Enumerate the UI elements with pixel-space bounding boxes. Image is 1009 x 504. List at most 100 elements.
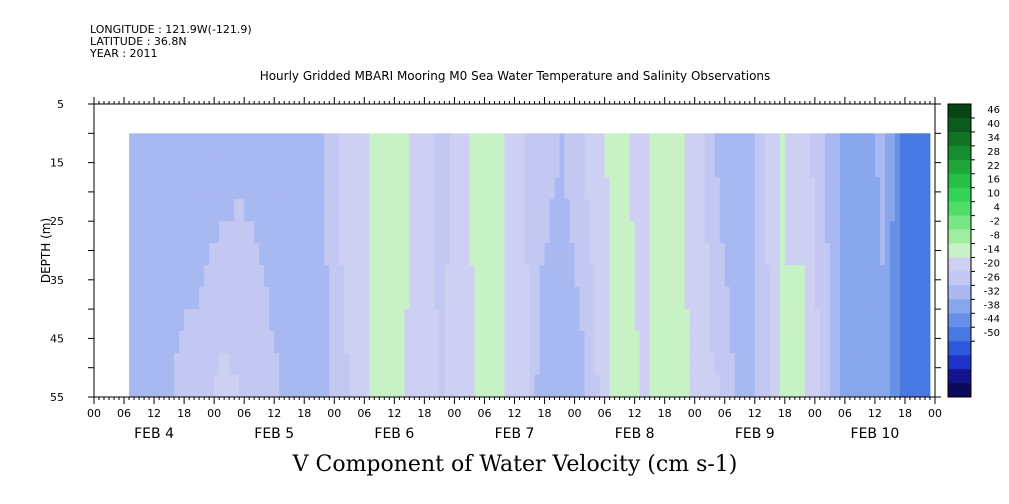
heatmap-cell: [484, 309, 490, 332]
heatmap-cell: [149, 287, 155, 310]
heatmap-cell: [309, 287, 315, 310]
heatmap-cell: [634, 331, 641, 354]
heatmap-cell: [719, 287, 726, 310]
heatmap-cell: [244, 353, 250, 376]
heatmap-cell: [649, 199, 656, 222]
heatmap-cell: [339, 133, 345, 156]
heatmap-cell: [584, 287, 590, 310]
heatmap-cell: [239, 199, 245, 222]
heatmap-cell: [174, 155, 180, 178]
heatmap-cell: [299, 309, 305, 332]
colorbar-label: 22: [987, 161, 1000, 172]
heatmap-cell: [464, 177, 470, 200]
heatmap-cell: [144, 221, 150, 244]
heatmap-cell: [889, 287, 896, 310]
heatmap-cell: [409, 155, 415, 178]
heatmap-cell: [649, 177, 656, 200]
heatmap-cell: [784, 199, 791, 222]
heatmap-cell: [669, 353, 676, 376]
heatmap-cell: [649, 221, 656, 244]
heatmap-cell: [549, 243, 555, 266]
heatmap-cell: [509, 287, 515, 310]
heatmap-cell: [689, 309, 696, 332]
heatmap-cell: [369, 133, 375, 156]
heatmap-cell: [259, 221, 265, 244]
heatmap-cell: [724, 199, 731, 222]
heatmap-cell: [249, 177, 255, 200]
heatmap-cell: [819, 353, 826, 376]
heatmap-cell: [759, 177, 766, 200]
heatmap-cell: [664, 155, 671, 178]
heatmap-cell: [739, 375, 746, 398]
heatmap-cell: [479, 221, 485, 244]
heatmap-cell: [219, 331, 225, 354]
heatmap-cell: [549, 177, 555, 200]
heatmap-cell: [539, 265, 545, 288]
heatmap-cell: [209, 177, 215, 200]
x-tick-label: 00: [568, 407, 582, 420]
heatmap-cell: [129, 155, 135, 178]
heatmap-cell: [154, 243, 160, 266]
heatmap-cell: [559, 221, 565, 244]
heatmap-cell: [619, 177, 626, 200]
heatmap-cell: [814, 265, 821, 288]
heatmap-cell: [404, 265, 410, 288]
heatmap-cell: [899, 155, 906, 178]
heatmap-cell: [654, 243, 661, 266]
heatmap-cell: [229, 265, 235, 288]
heatmap-cell: [764, 331, 771, 354]
heatmap-cell: [799, 243, 806, 266]
colorbar-swatch: [948, 285, 971, 300]
heatmap-cell: [559, 287, 565, 310]
heatmap-cell: [729, 353, 736, 376]
heatmap-cell: [214, 221, 220, 244]
heatmap-cell: [174, 375, 180, 398]
heatmap-cell: [519, 375, 525, 398]
heatmap-cell: [179, 331, 185, 354]
heatmap-cell: [384, 199, 390, 222]
heatmap-cell: [409, 287, 415, 310]
heatmap-cell: [759, 221, 766, 244]
heatmap-cell: [429, 199, 435, 222]
heatmap-cell: [709, 199, 716, 222]
heatmap-cell: [594, 243, 601, 266]
heatmap-cell: [389, 265, 395, 288]
heatmap-cell: [294, 287, 300, 310]
heatmap-cell: [314, 133, 320, 156]
heatmap-cell: [564, 375, 570, 398]
heatmap-cell: [824, 287, 831, 310]
heatmap-cell: [889, 221, 896, 244]
heatmap-cell: [699, 133, 706, 156]
heatmap-cell: [334, 331, 340, 354]
heatmap-cell: [399, 199, 405, 222]
colorbar-swatch: [948, 313, 971, 328]
heatmap-cell: [444, 243, 450, 266]
heatmap-cell: [724, 287, 731, 310]
heatmap-cell: [134, 353, 140, 376]
heatmap-cell: [349, 133, 355, 156]
heatmap-cell: [334, 155, 340, 178]
heatmap-cell: [749, 375, 756, 398]
heatmap-cell: [349, 331, 355, 354]
heatmap-cell: [809, 221, 816, 244]
heatmap-cell: [909, 243, 916, 266]
heatmap-cell: [914, 331, 921, 354]
heatmap-cell: [879, 155, 886, 178]
heatmap-cell: [394, 287, 400, 310]
heatmap-cell: [884, 199, 891, 222]
heatmap-cell: [624, 155, 631, 178]
heatmap-cell: [434, 265, 440, 288]
heatmap-cell: [589, 155, 595, 178]
heatmap-cell: [614, 375, 621, 398]
heatmap-cell: [184, 199, 190, 222]
heatmap-cell: [819, 199, 826, 222]
heatmap-cell: [629, 243, 636, 266]
heatmap-cell: [469, 221, 475, 244]
heatmap-cell: [609, 331, 616, 354]
heatmap-cell: [529, 177, 535, 200]
heatmap-cell: [489, 331, 495, 354]
heatmap-cell: [554, 177, 560, 200]
heatmap-cell: [304, 265, 310, 288]
heatmap-cell: [459, 155, 465, 178]
heatmap-cell: [399, 331, 405, 354]
